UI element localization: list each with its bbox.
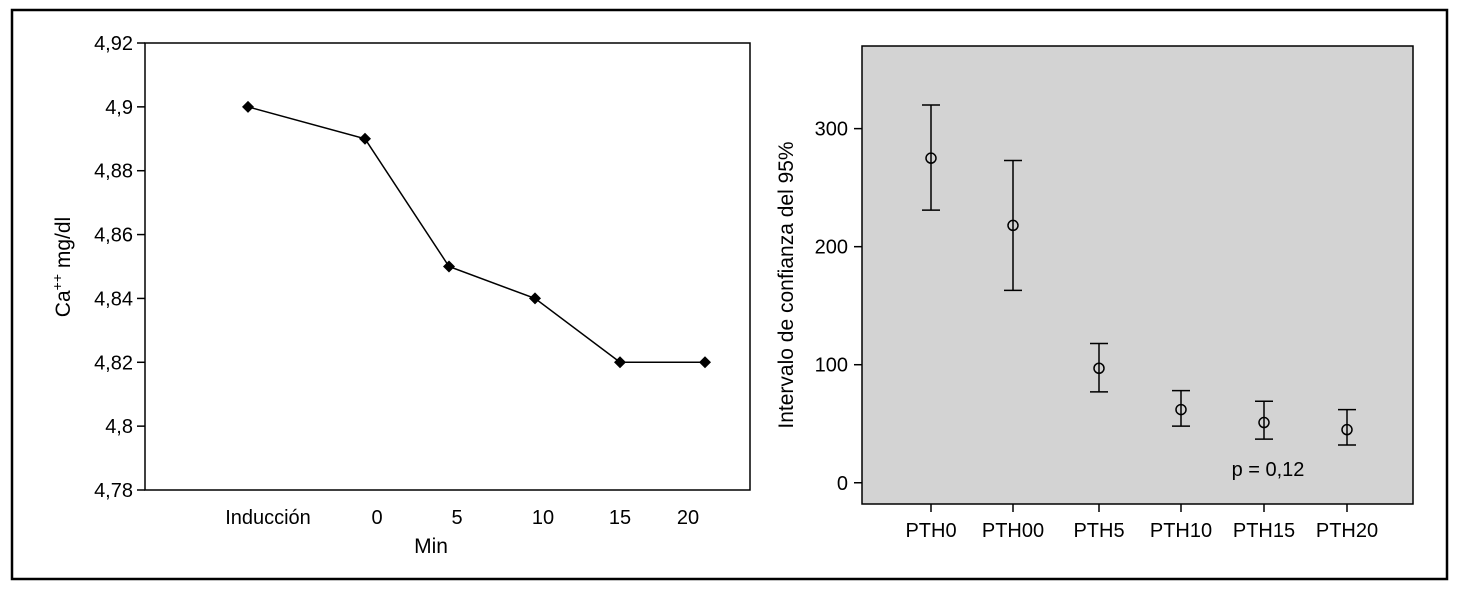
- left-y-tick-label: 4,82: [94, 352, 133, 374]
- mean-marker: [1007, 219, 1019, 232]
- right-y-ticks: 0 100 200 300: [815, 119, 862, 495]
- p-value-annotation: p = 0,12: [1232, 459, 1305, 481]
- calcium-series: [242, 100, 711, 369]
- right-y-tick-label: 0: [837, 473, 848, 495]
- left-y-ticks: 4,78 4,8 4,82 4,84 4,86 4,88 4,9 4,92: [94, 33, 145, 502]
- calcium-line-chart: 4,78 4,8 4,82 4,84 4,86 4,88 4,9 4,92 Inducción…: [49, 33, 751, 558]
- left-y-tick-label: 4,88: [94, 161, 133, 183]
- left-y-tick-label: 4,8: [105, 416, 133, 438]
- calcium-point: [443, 260, 455, 273]
- left-x-tick-label: 15: [609, 507, 631, 529]
- left-y-axis-label-units: mg/dl: [52, 217, 75, 274]
- mean-marker: [925, 152, 937, 164]
- calcium-point: [529, 292, 541, 305]
- calcium-point: [242, 100, 254, 113]
- right-y-axis-label: Intervalo de confianza del 95%: [775, 141, 798, 428]
- calcium-point: [359, 132, 371, 145]
- left-y-tick-label: 4,86: [94, 225, 133, 247]
- right-y-tick-label: 300: [815, 119, 848, 141]
- right-x-tick-label: PTH5: [1073, 520, 1124, 542]
- right-y-tick-label: 200: [815, 237, 848, 259]
- left-x-tick-label: 5: [451, 507, 462, 529]
- calcium-point: [699, 356, 711, 369]
- left-y-axis-label: Ca++ mg/dl: [49, 217, 75, 317]
- left-y-axis-label-superscript: ++: [49, 274, 65, 290]
- mean-marker: [1258, 416, 1270, 429]
- left-x-ticks: Inducción 0 5 10 15 20: [225, 507, 699, 529]
- right-x-ticks: PTH0 PTH00 PTH5 PTH10 PTH15 PTH20: [905, 504, 1378, 542]
- left-x-tick-label: 0: [371, 507, 382, 529]
- calcium-point: [614, 356, 626, 369]
- mean-marker: [1341, 423, 1353, 436]
- right-x-tick-label: PTH10: [1150, 520, 1212, 542]
- left-x-axis-label: Min: [414, 535, 448, 558]
- mean-marker: [1175, 403, 1187, 416]
- left-y-tick-label: 4,92: [94, 33, 133, 55]
- left-x-tick-label: 20: [677, 507, 699, 529]
- calcium-line: [247, 106, 705, 364]
- left-x-tick-label: 10: [532, 507, 554, 529]
- right-x-tick-label: PTH00: [982, 520, 1044, 542]
- left-y-axis-label-base: Ca: [52, 290, 75, 317]
- right-x-tick-label: PTH0: [905, 520, 956, 542]
- left-x-tick-label: Inducción: [225, 507, 311, 529]
- left-y-tick-label: 4,84: [94, 288, 133, 310]
- left-plot-frame: [144, 42, 751, 491]
- left-y-tick-label: 4,78: [94, 480, 133, 502]
- right-x-tick-label: PTH15: [1233, 520, 1295, 542]
- pth-series: [922, 104, 1356, 446]
- left-y-tick-label: 4,9: [105, 97, 133, 119]
- right-y-tick-label: 100: [815, 355, 848, 377]
- right-plot-area: [861, 45, 1414, 505]
- mean-marker: [1093, 362, 1105, 375]
- right-x-tick-label: PTH20: [1316, 520, 1378, 542]
- figure-frame: [10, 8, 1449, 581]
